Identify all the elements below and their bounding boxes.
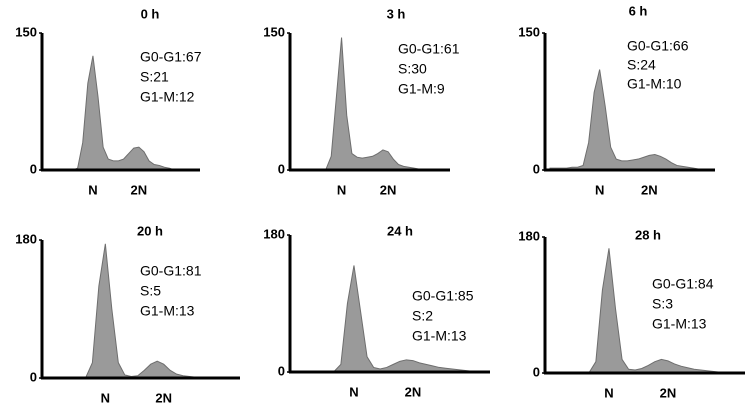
y-tick-label: 0	[30, 161, 37, 176]
annotation: G0-G1:61	[398, 41, 460, 57]
y-tick-label: 0	[533, 161, 540, 176]
x-tick-label: 2N	[660, 385, 677, 400]
y-tick-label: 180	[518, 228, 540, 243]
annotation: S:2	[412, 308, 433, 324]
histogram-area	[47, 55, 195, 171]
histogram-area	[295, 37, 445, 171]
histogram-area	[295, 265, 486, 373]
annotation: S:24	[627, 57, 656, 73]
y-tick-label: 0	[278, 363, 285, 378]
x-tick-label: N	[595, 182, 604, 197]
annotation: S:5	[140, 283, 161, 299]
y-tick-label: 0	[30, 369, 37, 384]
histogram-area	[549, 69, 711, 171]
annotation: G0-G1:81	[140, 263, 202, 279]
annotation: G1-M:9	[398, 81, 445, 97]
y-tick-label: 150	[263, 24, 285, 39]
panel-title: 0 h	[141, 6, 160, 21]
annotation: G1-M:10	[627, 76, 682, 92]
annotation: G1-M:13	[140, 303, 195, 319]
x-tick-label: N	[88, 182, 97, 197]
panel-title: 3 h	[387, 6, 406, 21]
x-tick-label: 2N	[380, 182, 397, 197]
panel-title: 28 h	[635, 227, 661, 242]
panel-title: 20 h	[137, 223, 163, 238]
x-tick-label: N	[101, 390, 110, 405]
annotation: G0-G1:85	[412, 288, 474, 304]
x-tick-label: N	[337, 182, 346, 197]
panel-title: 6 h	[629, 3, 648, 18]
annotation: G0-G1:67	[140, 49, 202, 65]
annotation: G0-G1:66	[627, 38, 689, 54]
x-tick-label: N	[604, 385, 613, 400]
y-tick-label: 180	[15, 231, 37, 246]
panel-title: 24 h	[387, 223, 413, 238]
x-tick-label: N	[349, 384, 358, 399]
annotation: G0-G1:84	[652, 276, 714, 292]
annotation: S:30	[398, 61, 427, 77]
y-tick-label: 180	[263, 226, 285, 241]
x-tick-label: 2N	[155, 390, 172, 405]
annotation: S:21	[140, 69, 169, 85]
y-tick-label: 150	[518, 24, 540, 39]
annotation: G1-M:12	[140, 89, 195, 105]
y-tick-label: 150	[15, 24, 37, 39]
y-tick-label: 0	[278, 161, 285, 176]
x-tick-label: 2N	[641, 182, 658, 197]
x-tick-label: 2N	[131, 182, 148, 197]
annotation: G1-M:13	[412, 328, 467, 344]
histogram-area	[550, 248, 740, 374]
annotation: G1-M:13	[652, 316, 707, 332]
y-tick-label: 0	[533, 364, 540, 379]
annotation: S:3	[652, 296, 673, 312]
x-tick-label: 2N	[405, 384, 422, 399]
